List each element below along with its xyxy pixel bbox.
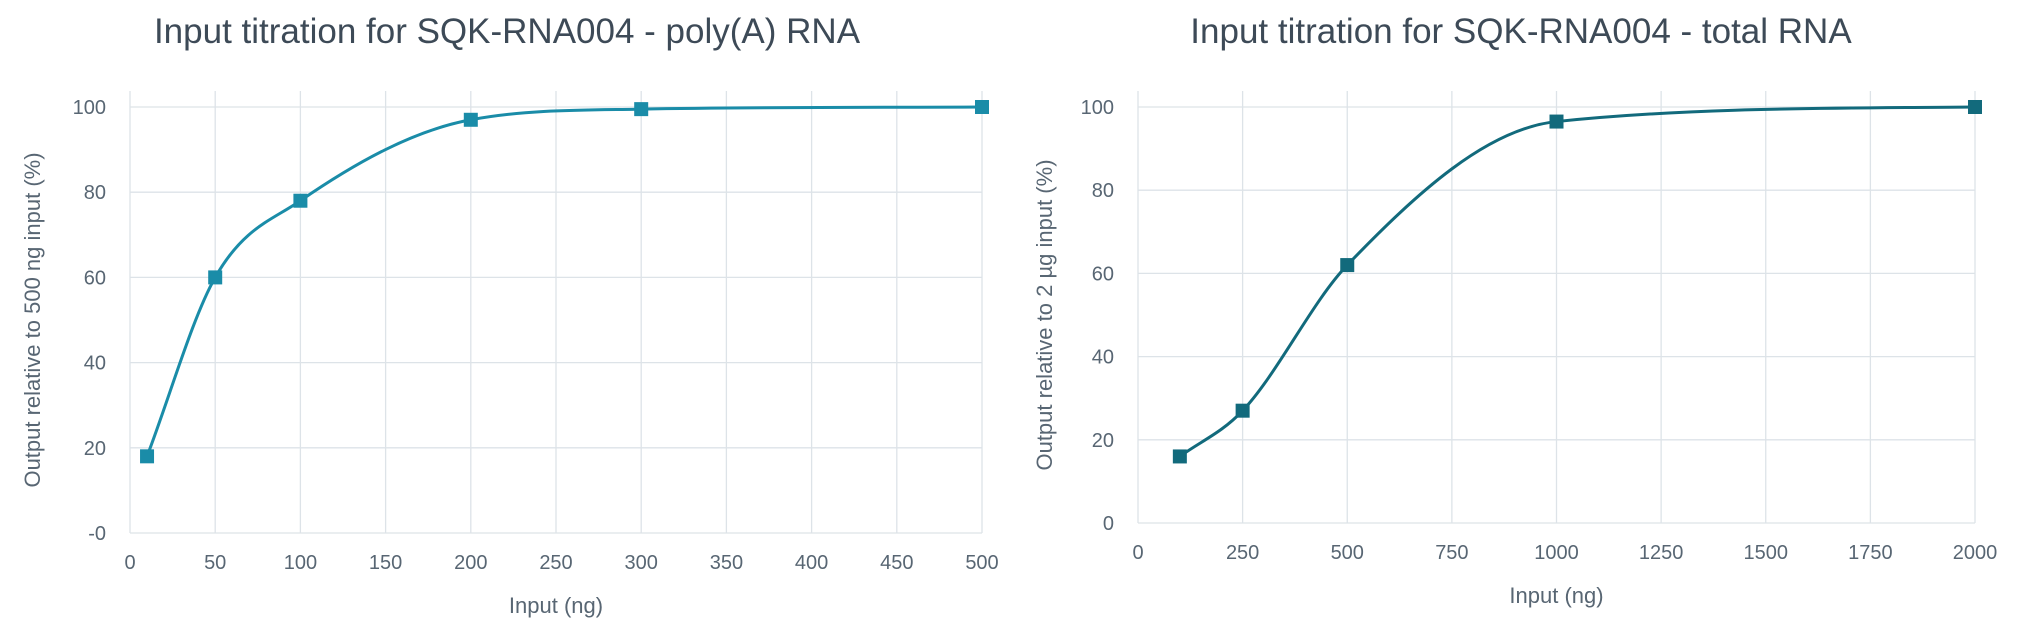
y-axis-label: Output relative to 500 ng input (%): [20, 152, 45, 487]
x-tick-label: 2000: [1953, 542, 1998, 564]
y-tick-label: 60: [84, 267, 106, 289]
y-tick-label: 80: [1092, 180, 1114, 202]
x-tick-label: 0: [124, 552, 135, 574]
chart-left: Input titration for SQK-RNA004 - poly(A)…: [20, 12, 999, 618]
x-tick-label: 1250: [1639, 542, 1684, 564]
x-tick-label: 350: [710, 552, 743, 574]
x-tick-label: 1000: [1534, 542, 1579, 564]
y-tick-label: 20: [84, 438, 106, 460]
x-tick-label: 400: [795, 552, 828, 574]
y-tick-label: 100: [1081, 97, 1114, 119]
chart-title: Input titration for SQK-RNA004 - total R…: [1190, 12, 1852, 51]
y-tick-label: -0: [88, 523, 106, 545]
x-tick-label: 100: [284, 552, 317, 574]
data-point-marker: [463, 112, 478, 127]
data-point-marker: [1549, 114, 1564, 129]
y-tick-label: 80: [84, 182, 106, 204]
data-point-marker: [293, 193, 308, 208]
chart-left-plot: 0 50 100 150 200 250 300 350 400 450 500 -0 20 40 60 80…: [20, 91, 999, 618]
chart-right: Input titration for SQK-RNA004 - total R…: [1014, 0, 2028, 637]
x-tick-label: 200: [454, 552, 487, 574]
x-tick-label: 250: [539, 552, 572, 574]
chart-right-plot: 0 250 500 750 1000 1250 1500 1750 2000 0 20 40 60 80 1…: [1032, 91, 1998, 608]
x-tick-label: 1750: [1848, 542, 1893, 564]
x-tick-label: 1500: [1744, 542, 1789, 564]
x-tick-label: 0: [1132, 542, 1143, 564]
data-point-marker: [1340, 258, 1355, 273]
data-point-marker: [140, 449, 155, 464]
x-axis-label: Input (ng): [509, 593, 603, 618]
y-tick-label: 100: [73, 97, 106, 119]
y-tick-label: 40: [1092, 347, 1114, 369]
data-point-marker: [208, 270, 223, 285]
chart-title: Input titration for SQK-RNA004 - poly(A)…: [153, 12, 861, 51]
data-point-marker: [634, 102, 649, 117]
y-tick-label: 60: [1092, 263, 1114, 285]
y-axis-label: Output relative to 2 µg input (%): [1032, 159, 1057, 470]
data-point-marker: [1172, 449, 1187, 464]
x-tick-label: 50: [204, 552, 226, 574]
data-point-marker: [1968, 100, 1982, 114]
series-line: [1178, 105, 1976, 458]
data-point-marker: [1235, 403, 1250, 418]
x-tick-label: 450: [880, 552, 913, 574]
y-tick-label: 20: [1092, 430, 1114, 452]
x-tick-label: 150: [369, 552, 402, 574]
x-tick-label: 750: [1435, 542, 1468, 564]
x-axis-label: Input (ng): [1509, 583, 1603, 608]
series-line: [145, 105, 983, 457]
x-tick-label: 500: [965, 552, 998, 574]
y-tick-label: 0: [1103, 513, 1114, 535]
x-tick-label: 500: [1331, 542, 1364, 564]
y-tick-label: 40: [84, 353, 106, 375]
x-tick-label: 300: [625, 552, 658, 574]
data-point-marker: [975, 100, 989, 114]
x-tick-label: 250: [1226, 542, 1259, 564]
